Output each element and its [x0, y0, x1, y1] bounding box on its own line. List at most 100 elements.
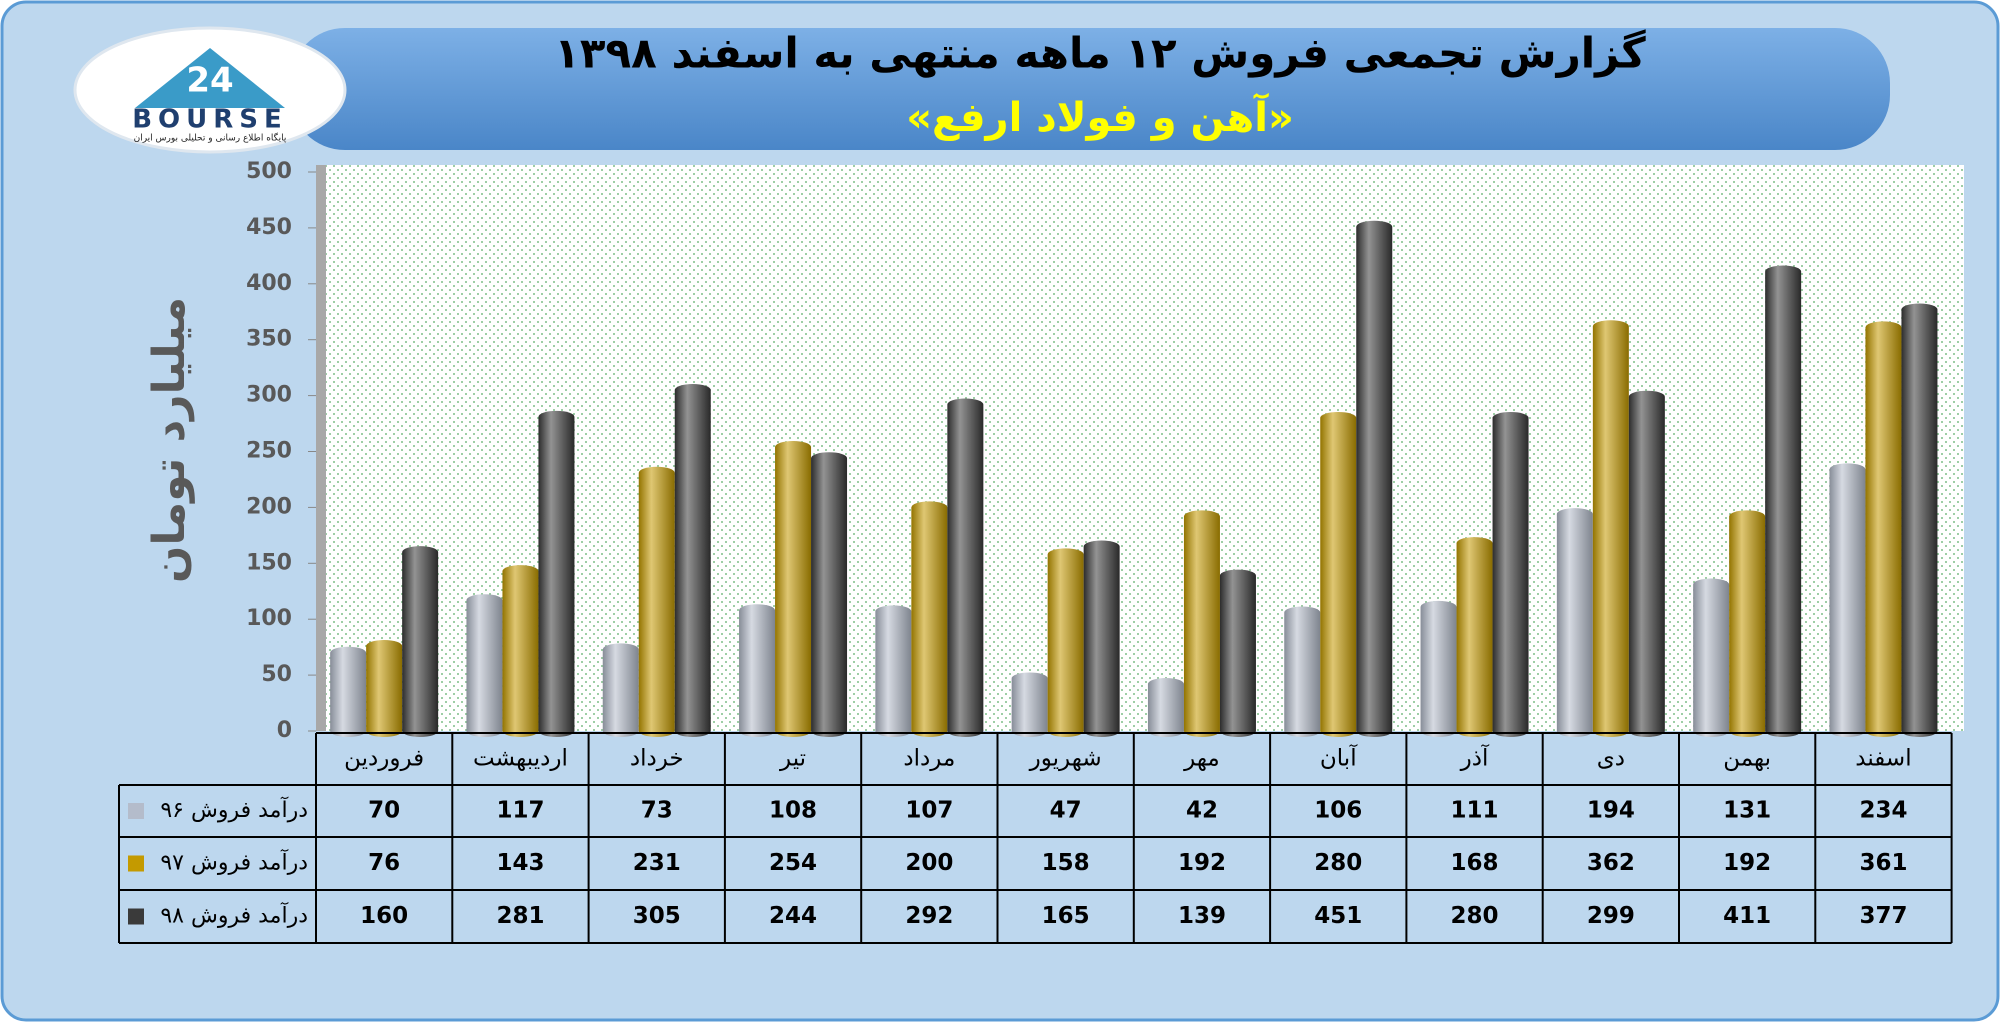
bar: [1492, 411, 1529, 737]
legend-swatch: [128, 855, 144, 872]
bar: [1829, 463, 1866, 737]
y-tick-label: 150: [246, 550, 292, 575]
y-tick-label: 0: [277, 718, 292, 743]
bar: [330, 646, 367, 737]
bar: [466, 594, 503, 737]
plot-area: [326, 165, 1964, 731]
x-tick-label: اردیبهشت: [473, 746, 568, 772]
bar: [811, 452, 848, 737]
bar: [1284, 606, 1321, 737]
bar: [1592, 320, 1629, 737]
bar: [1556, 508, 1593, 737]
y-tick-label: 300: [246, 383, 292, 408]
table-value: 280: [1451, 903, 1499, 929]
bar: [674, 384, 711, 737]
legend-label: درآمد فروش ۹۷: [160, 849, 308, 876]
chart-subtitle: «آهن و فولاد ارفع»: [906, 92, 1294, 141]
bar: [875, 605, 912, 737]
table-value: 158: [1042, 850, 1090, 876]
table-value: 194: [1587, 798, 1635, 824]
table-value: 42: [1186, 798, 1218, 824]
bar: [1011, 672, 1048, 737]
legend-swatch: [128, 803, 144, 819]
x-tick-label: آبان: [1320, 744, 1358, 772]
bar: [1765, 265, 1802, 737]
y-axis-label: میلیارد تومان: [144, 297, 195, 583]
table-value: 305: [633, 903, 681, 929]
chart-title: گزارش تجمعی فروش ۱۲ ماهه منتهی به اسفند …: [554, 29, 1646, 79]
table-value: 131: [1723, 798, 1771, 824]
bar: [1219, 569, 1256, 737]
y-tick-label: 50: [261, 662, 292, 687]
legend-label: درآمد فروش ۹۸: [160, 902, 308, 929]
bar: [538, 410, 575, 737]
table-value: 299: [1587, 903, 1635, 929]
bar: [1865, 321, 1902, 737]
table-value: 254: [769, 850, 817, 876]
bar: [1083, 540, 1120, 737]
table-value: 107: [905, 798, 953, 824]
x-tick-label: مهر: [1183, 746, 1220, 772]
table-value: 244: [769, 903, 817, 929]
bar: [1693, 578, 1730, 737]
y-tick-label: 100: [246, 606, 292, 631]
x-tick-label: بهمن: [1723, 746, 1771, 772]
logo-triangle: [135, 48, 285, 108]
bar: [1901, 303, 1938, 737]
table-value: 192: [1178, 850, 1226, 876]
bar: [402, 546, 439, 737]
table-value: 111: [1451, 798, 1499, 824]
bar: [1047, 548, 1084, 737]
bar: [775, 441, 812, 737]
bar: [1456, 537, 1493, 737]
legend-label: درآمد فروش ۹۶: [160, 796, 308, 823]
bar: [1356, 220, 1393, 738]
bar: [1147, 678, 1184, 737]
x-tick-label: آذر: [1460, 744, 1490, 772]
bar: [502, 565, 539, 737]
bar: [638, 466, 675, 737]
bar: [366, 640, 403, 737]
table-value: 76: [368, 850, 400, 876]
x-tick-label: مرداد: [903, 746, 955, 772]
table-value: 200: [905, 850, 953, 876]
table-value: 292: [905, 903, 953, 929]
table-value: 361: [1859, 850, 1907, 876]
logo: 24 BOURSE پایگاه اطلاع رسانی و تحلیلی بو…: [73, 26, 347, 154]
table-value: 411: [1723, 903, 1771, 929]
bar: [911, 501, 948, 737]
table-value: 165: [1042, 903, 1090, 929]
table-value: 70: [368, 798, 400, 824]
table-value: 168: [1451, 850, 1499, 876]
table-value: 160: [360, 903, 408, 929]
table-value: 73: [641, 798, 673, 824]
table-value: 234: [1859, 798, 1907, 824]
table-value: 117: [496, 798, 544, 824]
x-tick-label: شهریور: [1029, 746, 1102, 772]
x-tick-label: تیر: [779, 746, 806, 772]
plot-side-wall: [316, 165, 326, 731]
logo-tagline: پایگاه اطلاع رسانی و تحلیلی بورس ایران: [134, 132, 287, 144]
table-value: 139: [1178, 903, 1226, 929]
bar: [739, 604, 776, 737]
y-tick-label: 450: [246, 215, 292, 240]
y-tick-label: 400: [246, 271, 292, 296]
table-value: 231: [633, 850, 681, 876]
x-tick-label: اسفند: [1855, 746, 1911, 772]
bar: [947, 398, 984, 737]
table-value: 108: [769, 798, 817, 824]
bar: [1183, 510, 1220, 737]
y-tick-label: 350: [246, 327, 292, 352]
x-tick-label: خرداد: [630, 746, 684, 772]
bar: [1420, 600, 1457, 737]
table-value: 377: [1859, 903, 1907, 929]
logo-name: BOURSE: [132, 105, 288, 135]
table-value: 281: [496, 903, 544, 929]
y-tick-label: 200: [246, 494, 292, 519]
y-tick-label: 500: [246, 159, 292, 184]
x-tick-label: دی: [1597, 746, 1625, 772]
table-value: 451: [1314, 903, 1362, 929]
legend-swatch: [128, 908, 144, 925]
table-value: 280: [1314, 850, 1362, 876]
